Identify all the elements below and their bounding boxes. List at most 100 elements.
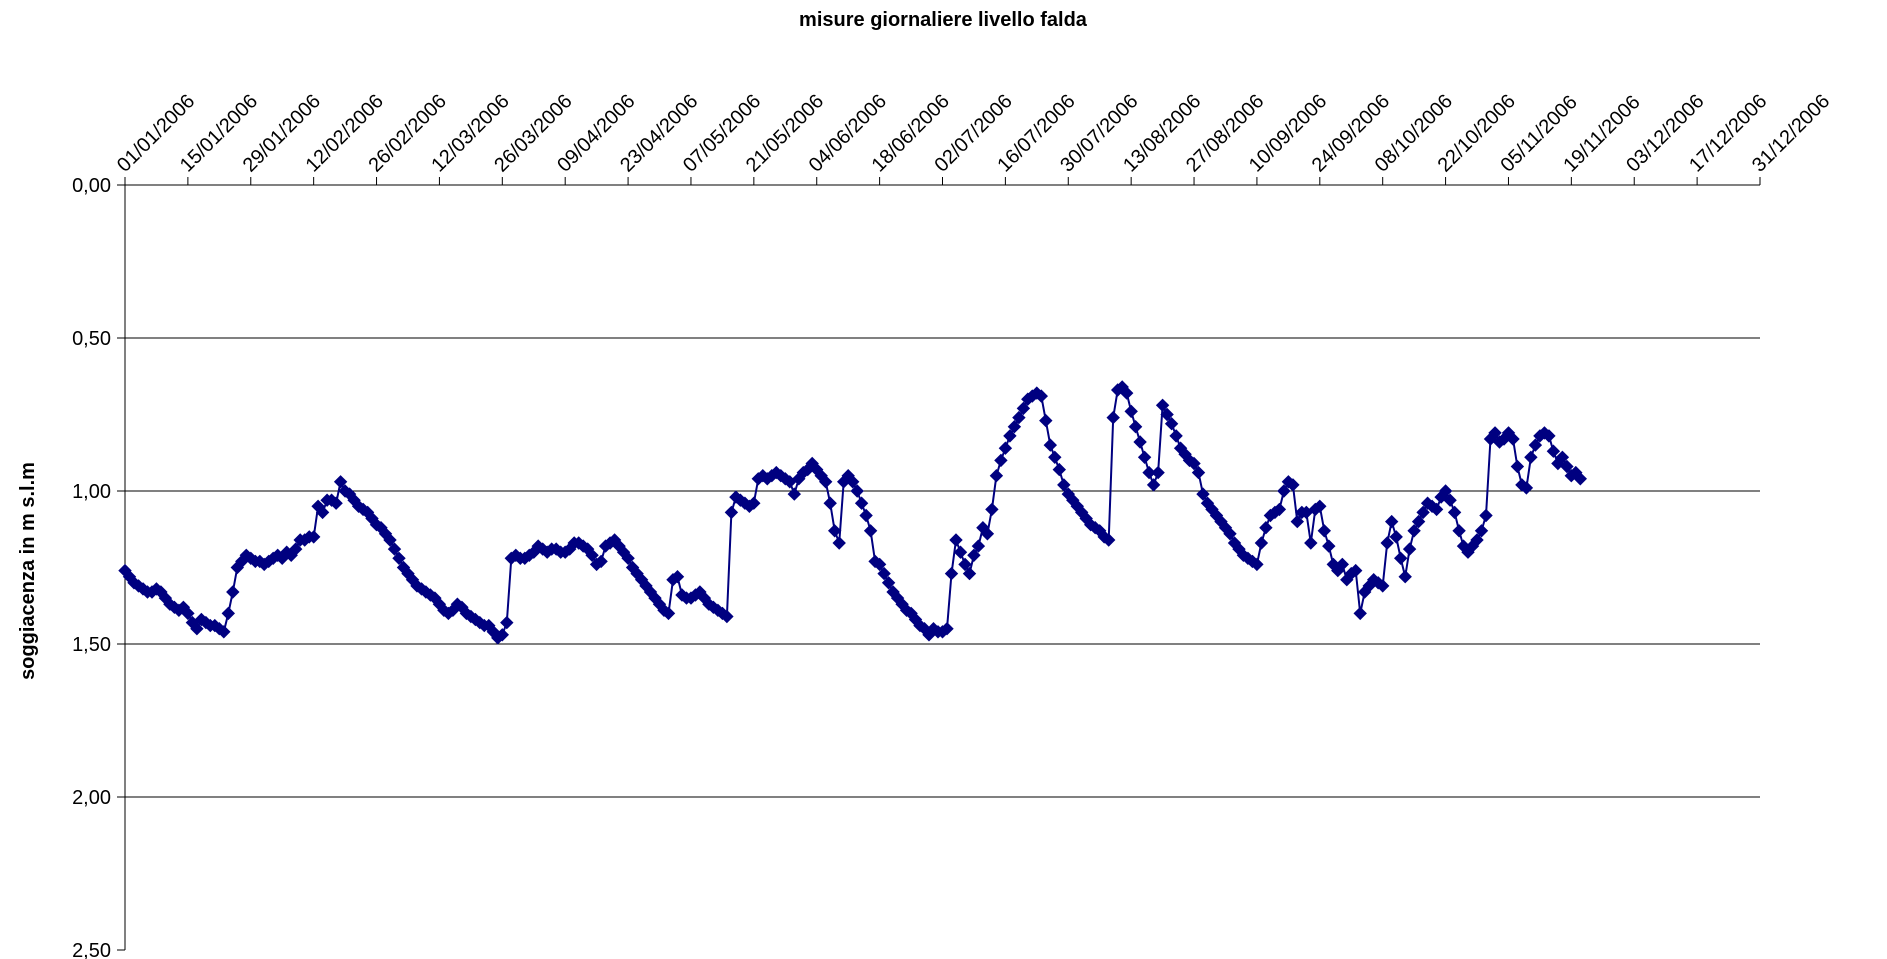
data-point-marker <box>953 545 968 559</box>
data-point-marker <box>1452 524 1466 538</box>
y-tick-label: 0,50 <box>72 328 111 350</box>
data-point-marker <box>1151 465 1165 480</box>
data-point-marker <box>1106 410 1120 425</box>
data-point-marker <box>1348 563 1363 578</box>
data-point-marker <box>1555 450 1570 465</box>
data-point-marker <box>1542 429 1556 443</box>
data-point-marker <box>823 496 837 510</box>
data-point-marker <box>495 628 510 642</box>
data-point-marker <box>1277 484 1291 498</box>
data-point-marker <box>329 496 343 510</box>
data-point-marker <box>217 625 231 639</box>
data-point-marker <box>1272 502 1287 517</box>
data-point-marker <box>1573 472 1588 486</box>
data-point-marker <box>1335 557 1350 572</box>
data-point-marker <box>940 621 954 636</box>
data-point-marker <box>1169 429 1183 443</box>
data-point-marker <box>1254 536 1269 550</box>
data-point-marker <box>1375 579 1390 593</box>
data-point-marker <box>315 505 330 520</box>
data-point-marker <box>1043 438 1058 452</box>
data-point-marker <box>585 548 599 563</box>
data-point-marker <box>1052 462 1067 477</box>
data-point-marker <box>1402 542 1417 556</box>
data-point-marker <box>1160 407 1174 422</box>
y-axis-label: soggiacenza in m s.l.m <box>17 462 39 680</box>
data-point-marker <box>971 539 986 553</box>
data-point-marker <box>962 566 977 581</box>
data-point-marker <box>1039 413 1053 428</box>
data-point-marker <box>1528 438 1543 452</box>
data-point-marker <box>863 524 878 538</box>
data-point-marker <box>1407 524 1421 538</box>
y-tick-label: 2,00 <box>72 787 111 809</box>
data-point-marker <box>1290 514 1305 529</box>
data-point-marker <box>1380 536 1394 550</box>
data-point-marker <box>1196 487 1210 501</box>
data-point-marker <box>998 441 1013 455</box>
data-point-marker <box>1012 410 1026 425</box>
data-point-marker <box>1438 484 1453 498</box>
data-point-marker <box>850 484 864 498</box>
data-point-marker <box>854 496 869 510</box>
data-point-marker <box>1524 450 1538 465</box>
data-point-marker <box>1223 527 1237 541</box>
data-point-marker <box>1007 419 1022 434</box>
data-point-marker <box>967 548 981 563</box>
data-point-marker <box>845 475 860 489</box>
y-tick-label: 1,50 <box>72 634 111 656</box>
data-point-marker <box>1133 435 1147 449</box>
data-point-marker <box>226 585 240 599</box>
data-point-marker <box>306 530 321 544</box>
data-point-marker <box>392 551 406 566</box>
data-point-marker <box>1187 456 1201 471</box>
data-point-marker <box>949 533 963 547</box>
data-point-marker <box>221 606 236 621</box>
data-point-marker <box>1317 524 1332 538</box>
data-point-marker <box>1393 551 1408 566</box>
data-point-marker <box>1057 478 1071 492</box>
data-point-marker <box>288 542 303 556</box>
data-point-marker <box>1304 536 1318 550</box>
data-point-marker <box>1384 514 1399 529</box>
data-point-marker <box>944 566 959 581</box>
data-point-marker <box>1191 465 1206 480</box>
y-tick-label: 1,00 <box>72 481 111 503</box>
data-point-marker <box>1470 533 1484 547</box>
data-point-marker <box>1313 499 1327 514</box>
data-point-marker <box>1474 524 1489 538</box>
data-point-marker <box>747 496 761 510</box>
data-point-marker <box>1411 514 1426 529</box>
data-point-marker <box>1447 505 1462 520</box>
data-point-marker <box>1003 429 1017 443</box>
data-point-marker <box>1164 416 1179 431</box>
data-point-marker <box>1389 530 1403 544</box>
y-tick-label: 0,00 <box>72 175 111 197</box>
axes <box>117 177 1761 951</box>
data-point-marker <box>787 487 802 501</box>
data-point-marker <box>500 615 514 630</box>
data-point-marker <box>881 576 896 590</box>
x-tick-labels: 01/01/200615/01/200629/01/200612/02/2006… <box>113 90 1834 176</box>
data-point-marker <box>980 527 995 541</box>
chart-title: misure giornaliere livello falda <box>799 9 1088 31</box>
data-point-marker <box>1016 401 1031 416</box>
data-point-marker <box>387 542 402 556</box>
data-point-marker <box>1119 386 1134 400</box>
data-point-marker <box>1488 426 1502 440</box>
data-point-marker <box>1128 419 1143 434</box>
y-tick-labels: 0,00 0,50 1,00 1,50 2,00 2,50 <box>72 175 111 959</box>
data-point-marker <box>1546 444 1561 458</box>
data-point-marker <box>333 475 348 489</box>
gridlines <box>125 337 1760 798</box>
data-point-marker <box>724 505 739 520</box>
data-point-marker <box>994 453 1008 468</box>
data-point-marker <box>1353 606 1367 621</box>
data-series <box>118 380 1588 645</box>
data-point-marker <box>1322 539 1336 553</box>
data-point-marker <box>1416 505 1430 520</box>
data-point-marker <box>661 606 676 621</box>
y-tick-label: 2,50 <box>72 940 111 959</box>
data-point-marker <box>1506 432 1520 446</box>
